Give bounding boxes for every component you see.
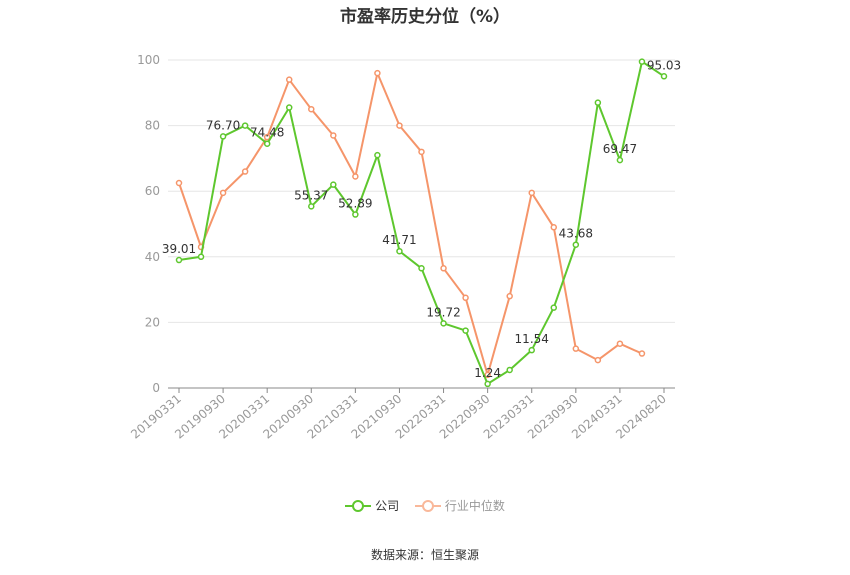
legend-swatch-industry-median xyxy=(414,499,441,513)
data-point-industry-median xyxy=(594,356,602,364)
legend: 公司 行业中位数 xyxy=(0,497,850,516)
data-label: 11.54 xyxy=(515,332,549,346)
data-label: 74.48 xyxy=(250,126,284,140)
data-point-industry-median xyxy=(528,189,535,197)
data-point-industry-median xyxy=(263,133,271,141)
data-label: 39.01 xyxy=(162,242,196,256)
data-label: 19.72 xyxy=(426,305,460,319)
data-point-industry-median xyxy=(462,294,469,302)
chart-title: 市盈率历史分位（%） xyxy=(339,7,511,27)
data-point-company xyxy=(308,203,315,210)
data-point-company xyxy=(219,133,227,140)
data-point-company xyxy=(550,304,558,311)
y-tick-label: 60 xyxy=(145,184,160,198)
data-label: 76.70 xyxy=(206,118,240,132)
data-point-industry-median xyxy=(572,345,580,352)
data-label: 41.71 xyxy=(382,233,416,247)
data-label: 95.03 xyxy=(647,58,681,72)
data-label: 43.68 xyxy=(559,227,593,241)
data-point-company xyxy=(528,346,535,354)
y-tick-label: 0 xyxy=(152,381,160,395)
y-tick-label: 40 xyxy=(145,250,160,264)
data-label: 52.89 xyxy=(338,197,372,211)
series-line-industry-median xyxy=(178,72,643,376)
data-point-industry-median xyxy=(484,371,491,379)
data-point-company xyxy=(616,156,624,164)
data-point-company xyxy=(484,380,491,388)
data-point-industry-median xyxy=(616,340,624,347)
data-point-company xyxy=(263,140,271,147)
legend-label-industry-median: 行业中位数 xyxy=(444,499,505,513)
data-point-industry-median xyxy=(219,189,227,197)
data-point-company xyxy=(638,58,646,65)
data-point-industry-median xyxy=(175,179,183,187)
data-point-company xyxy=(241,122,249,129)
data-point-company xyxy=(572,241,580,248)
data-point-company xyxy=(396,247,403,255)
data-point-industry-median xyxy=(330,132,337,139)
data-point-company xyxy=(330,181,337,188)
data-point-industry-median xyxy=(352,173,359,180)
data-point-company xyxy=(418,265,425,272)
data-point-company xyxy=(374,151,381,159)
data-point-company xyxy=(197,253,205,261)
data-point-industry-median xyxy=(418,148,425,156)
data-point-company xyxy=(352,211,359,218)
data-point-industry-median xyxy=(308,105,315,113)
y-tick-label: 80 xyxy=(145,119,160,133)
data-point-company xyxy=(440,320,447,327)
y-tick-label: 20 xyxy=(145,315,160,329)
data-point-industry-median xyxy=(374,69,381,77)
data-point-industry-median xyxy=(285,76,293,83)
y-tick-label: 100 xyxy=(137,53,160,67)
data-label: 1.24 xyxy=(474,366,501,380)
data-point-company xyxy=(285,104,293,111)
data-point-company xyxy=(660,73,668,80)
data-point-company xyxy=(594,99,602,106)
data-point-company xyxy=(175,256,183,264)
data-point-industry-median xyxy=(440,265,447,272)
data-point-industry-median xyxy=(506,292,513,300)
data-point-industry-median xyxy=(241,168,249,175)
data-point-industry-median xyxy=(638,350,646,357)
legend-swatch-company xyxy=(345,499,372,513)
series-line-company xyxy=(178,60,665,385)
data-label: 69.47 xyxy=(603,142,637,156)
legend-item-company[interactable]: 公司 xyxy=(345,497,399,514)
data-point-company xyxy=(506,366,513,374)
data-label: 55.37 xyxy=(294,188,328,202)
data-point-industry-median xyxy=(396,122,403,129)
legend-label-company: 公司 xyxy=(375,499,400,513)
data-point-company xyxy=(462,327,469,334)
legend-item-industry-median[interactable]: 行业中位数 xyxy=(414,497,505,514)
data-source: 数据来源：恒生聚源 xyxy=(370,548,479,562)
data-point-industry-median xyxy=(550,224,558,231)
